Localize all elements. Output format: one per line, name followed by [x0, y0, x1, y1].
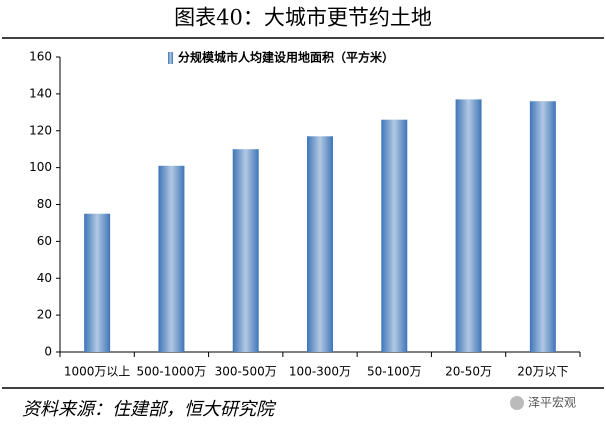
bar	[529, 101, 556, 352]
y-tick-label: 0	[44, 345, 52, 359]
watermark: 泽平宏观	[528, 395, 576, 410]
y-tick-label: 100	[29, 160, 52, 174]
bar	[307, 136, 333, 352]
x-tick-label: 50-100万	[367, 365, 422, 379]
y-tick-label: 20	[37, 308, 52, 322]
x-tick-label: 20万以下	[517, 365, 568, 379]
chart-title: 图表40：大城市更节约土地	[174, 6, 432, 30]
y-tick-label: 160	[29, 50, 52, 64]
legend-label: 分规模城市人均建设用地面积（平方米）	[178, 50, 394, 65]
bar	[455, 99, 482, 352]
bar	[158, 165, 185, 352]
y-tick-label: 80	[37, 197, 52, 211]
source: 资料来源：住建部，恒大研究院	[22, 399, 277, 420]
bar	[381, 119, 408, 352]
bar	[84, 213, 111, 352]
watermark-icon	[510, 396, 524, 410]
y-tick-label: 60	[37, 234, 52, 248]
y-tick-label: 40	[37, 271, 52, 285]
y-tick-label: 120	[29, 123, 52, 137]
x-tick-label: 300-500万	[215, 365, 277, 379]
legend-swatch	[168, 52, 173, 64]
bar	[232, 149, 259, 352]
y-tick-label: 140	[29, 86, 52, 100]
x-tick-label: 500-1000万	[137, 365, 207, 379]
x-tick-label: 20-50万	[445, 365, 492, 379]
x-tick-label: 1000万以上	[64, 365, 131, 379]
x-tick-label: 100-300万	[289, 365, 351, 379]
